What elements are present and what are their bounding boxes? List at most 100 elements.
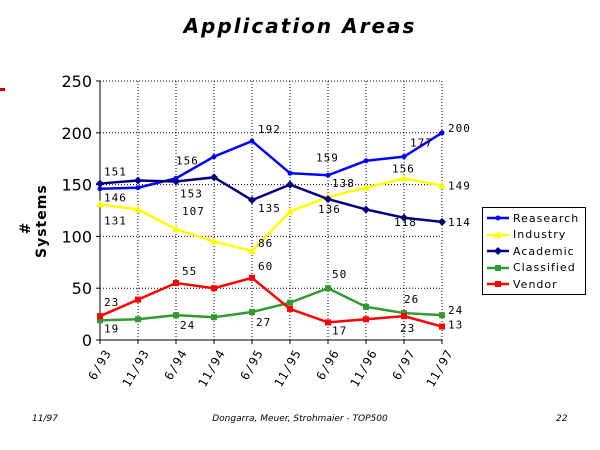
- data-point-classified: [97, 317, 103, 324]
- data-point-classified: [173, 312, 179, 319]
- footer-date: 11/97: [32, 414, 58, 424]
- data-label: 156: [176, 154, 199, 167]
- data-point-reasearch: [325, 172, 331, 178]
- chart-title: Application Areas: [183, 14, 417, 38]
- data-point-reasearch: [401, 154, 407, 160]
- data-point-industry: [286, 207, 294, 215]
- x-tick-label: 6/96: [314, 347, 343, 382]
- data-point-reasearch: [439, 130, 445, 136]
- data-label: 86: [258, 237, 273, 250]
- data-label: 136: [318, 203, 341, 216]
- data-label: 23: [400, 322, 415, 335]
- series-line-classified: [99, 286, 443, 322]
- data-point-classified: [401, 310, 407, 317]
- x-tick-label: 11/95: [272, 347, 305, 390]
- data-point-vendor: [135, 296, 141, 303]
- x-tick-label: 6/97: [390, 347, 419, 382]
- chart-legend: Reasearch Industry Academic Classified Vendo…: [482, 207, 586, 295]
- data-point-reasearch: [135, 185, 141, 191]
- legend-item-classified: Classified: [487, 260, 581, 277]
- data-label: 114: [448, 216, 471, 229]
- legend-item-reasearch: Reasearch: [487, 210, 581, 227]
- data-label: 156: [392, 162, 415, 175]
- legend-label: Vendor: [513, 277, 558, 291]
- legend-item-industry: Industry: [487, 227, 581, 244]
- data-point-industry: [248, 246, 256, 254]
- data-point-academic: [286, 180, 294, 189]
- data-point-reasearch: [249, 138, 255, 144]
- legend-label: Academic: [513, 244, 575, 258]
- data-label: 17: [332, 324, 347, 337]
- data-point-classified: [211, 314, 217, 321]
- y-tick-label: 200: [61, 124, 92, 143]
- x-tick-label: 11/94: [196, 347, 229, 390]
- y-tick-label: 250: [61, 72, 92, 91]
- data-point-reasearch: [287, 170, 293, 176]
- legend-swatch: [487, 215, 509, 221]
- data-point-academic: [324, 195, 332, 204]
- data-point-vendor: [401, 313, 407, 320]
- series-line-industry: [99, 177, 443, 253]
- data-label: 138: [332, 177, 355, 190]
- data-point-classified: [325, 285, 331, 292]
- data-point-industry: [172, 225, 180, 233]
- y-tick-label: 150: [61, 176, 92, 195]
- data-label: 192: [258, 123, 281, 136]
- data-label: 135: [258, 202, 281, 215]
- data-point-classified: [363, 303, 369, 310]
- legend-label: Classified: [513, 261, 576, 275]
- data-point-academic: [362, 205, 370, 214]
- data-point-vendor: [97, 313, 103, 320]
- data-label: 107: [182, 205, 205, 218]
- legend-swatch: [487, 264, 509, 271]
- data-point-industry: [362, 183, 370, 191]
- data-point-academic: [248, 196, 256, 205]
- data-point-vendor: [363, 316, 369, 323]
- data-label: 19: [104, 322, 119, 335]
- legend-item-academic: Academic: [487, 243, 581, 260]
- data-point-classified: [249, 309, 255, 316]
- data-point-vendor: [439, 323, 445, 330]
- legend-swatch: [487, 247, 509, 256]
- data-label: 24: [180, 319, 195, 332]
- edge-mark: [0, 88, 5, 91]
- x-tick-label: 11/96: [348, 347, 381, 390]
- data-label: 177: [410, 137, 433, 150]
- data-point-industry: [400, 174, 408, 182]
- footer-page-number: 22: [556, 414, 568, 424]
- data-label: 149: [448, 180, 471, 193]
- y-tick-label: 100: [61, 227, 92, 246]
- data-label: 60: [258, 260, 273, 273]
- data-point-reasearch: [97, 186, 103, 192]
- x-tick-label: 11/93: [120, 347, 153, 390]
- data-point-classified: [287, 299, 293, 306]
- legend-label: Industry: [513, 228, 567, 242]
- data-label: 13: [448, 319, 463, 332]
- series-line-academic: [99, 176, 443, 224]
- data-label: 151: [104, 166, 127, 179]
- data-point-industry: [134, 205, 142, 213]
- data-point-reasearch: [211, 154, 217, 160]
- data-label: 50: [332, 268, 347, 281]
- data-label: 23: [104, 296, 119, 309]
- data-label: 26: [404, 293, 419, 306]
- data-point-vendor: [211, 285, 217, 292]
- data-point-vendor: [249, 274, 255, 281]
- data-point-classified: [439, 312, 445, 319]
- data-label: 153: [180, 187, 203, 200]
- data-label: 24: [448, 304, 463, 317]
- data-point-vendor: [173, 280, 179, 287]
- x-tick-label: 6/93: [86, 347, 115, 382]
- data-point-industry: [438, 181, 446, 189]
- y-tick-label: 0: [82, 331, 92, 350]
- data-point-academic: [172, 177, 180, 186]
- legend-item-vendor: Vendor: [487, 276, 581, 293]
- data-label: 146: [104, 192, 127, 205]
- x-tick-label: 11/97: [424, 347, 457, 390]
- footer-authors: Dongarra, Meuer, Strohmaier - TOP500: [212, 414, 388, 424]
- x-tick-label: 6/94: [162, 347, 191, 382]
- data-point-academic: [96, 179, 104, 188]
- data-point-academic: [134, 176, 142, 185]
- data-label: 118: [394, 216, 417, 229]
